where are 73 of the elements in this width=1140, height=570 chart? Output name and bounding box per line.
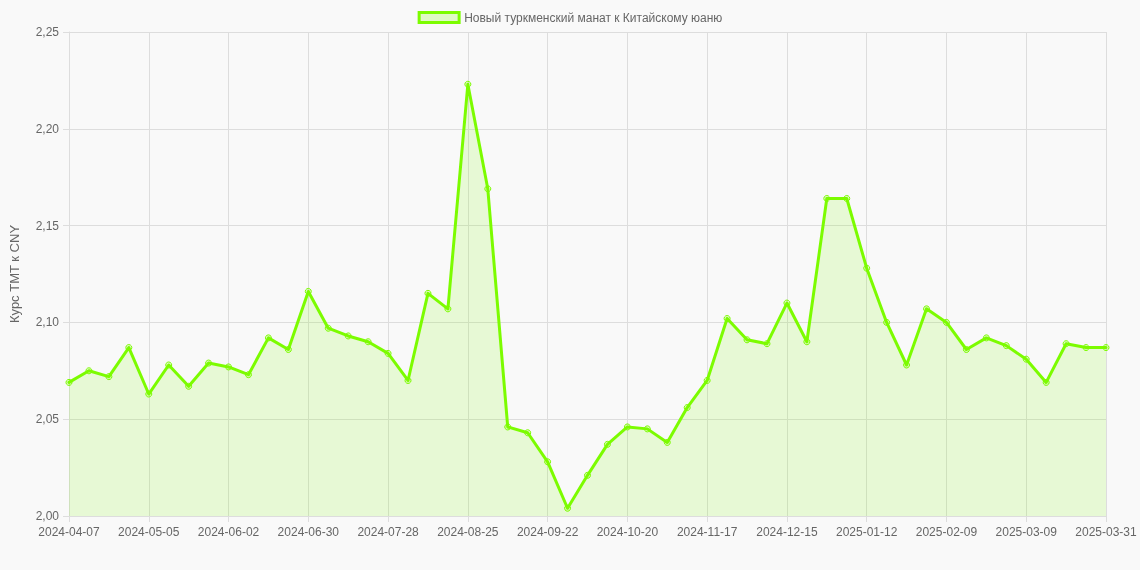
point: [484, 185, 492, 193]
point: [803, 338, 811, 346]
point: [703, 376, 711, 384]
point: [783, 299, 791, 307]
point: [1002, 342, 1010, 350]
point: [464, 80, 472, 88]
x-tick-label: 2024-09-22: [516, 525, 579, 539]
point: [663, 438, 671, 446]
point: [65, 378, 73, 386]
x-tick-label: 2025-02-09: [915, 525, 978, 539]
point: [743, 336, 751, 344]
x-tick-label: 2024-07-28: [357, 525, 420, 539]
point: [823, 195, 831, 202]
point: [1062, 340, 1070, 348]
point: [304, 287, 312, 295]
y-tick-label: 2,20: [35, 121, 60, 136]
point: [205, 359, 213, 367]
point: [942, 318, 950, 326]
x-tick-label: 2024-04-07: [38, 525, 101, 539]
legend-label: Новый туркменский манат к Китайскому юаню: [464, 10, 723, 25]
point: [962, 346, 970, 353]
point: [763, 340, 771, 348]
x-tick-label: 2024-12-15: [756, 525, 818, 539]
x-tick-label: 2024-06-02: [197, 525, 260, 539]
point: [623, 423, 631, 431]
x-tick-label: 2024-10-20: [596, 525, 659, 539]
x-tick-label: 2025-01-12: [836, 525, 898, 539]
x-tick-label: 2024-08-25: [437, 525, 499, 539]
point: [165, 361, 173, 369]
point: [643, 425, 651, 433]
point: [364, 338, 372, 346]
point: [344, 332, 352, 340]
y-tick-label: 2,10: [35, 315, 60, 330]
point: [1022, 355, 1030, 363]
x-tick-label: 2024-06-30: [277, 525, 340, 539]
point: [524, 429, 532, 437]
x-tick-label: 2024-05-05: [118, 525, 180, 539]
y-tick-label: 2,00: [35, 509, 60, 523]
point: [883, 318, 891, 326]
point: [863, 264, 871, 272]
point: [424, 289, 432, 297]
point: [504, 423, 512, 431]
point: [125, 344, 133, 352]
point: [923, 305, 931, 313]
point: [1042, 378, 1050, 386]
point: [444, 305, 452, 313]
point: [145, 390, 153, 398]
point: [85, 367, 93, 375]
point: [1102, 344, 1110, 352]
point: [384, 349, 392, 357]
y-tick-label: 2,25: [35, 25, 60, 39]
point: [843, 195, 851, 202]
point: [683, 404, 691, 412]
point: [185, 382, 193, 390]
y-tick-label: 2,15: [35, 218, 60, 233]
point: [264, 334, 272, 342]
x-tick-label: 2025-03-09: [995, 525, 1058, 539]
point: [324, 324, 332, 332]
point: [544, 458, 552, 466]
x-tick-label: 2025-03-31: [1075, 525, 1138, 539]
point: [225, 363, 233, 371]
point: [723, 315, 731, 323]
point: [982, 334, 990, 342]
point: [603, 440, 611, 448]
point: [105, 373, 113, 381]
point: [584, 471, 591, 479]
point: [1082, 344, 1090, 352]
x-tick-label: 2024-11-17: [676, 525, 738, 539]
point: [284, 346, 292, 353]
y-axis-title: Курс TMT к CNY: [7, 224, 22, 324]
y-tick-label: 2,05: [35, 412, 60, 427]
point: [564, 504, 572, 512]
point: [244, 371, 252, 379]
